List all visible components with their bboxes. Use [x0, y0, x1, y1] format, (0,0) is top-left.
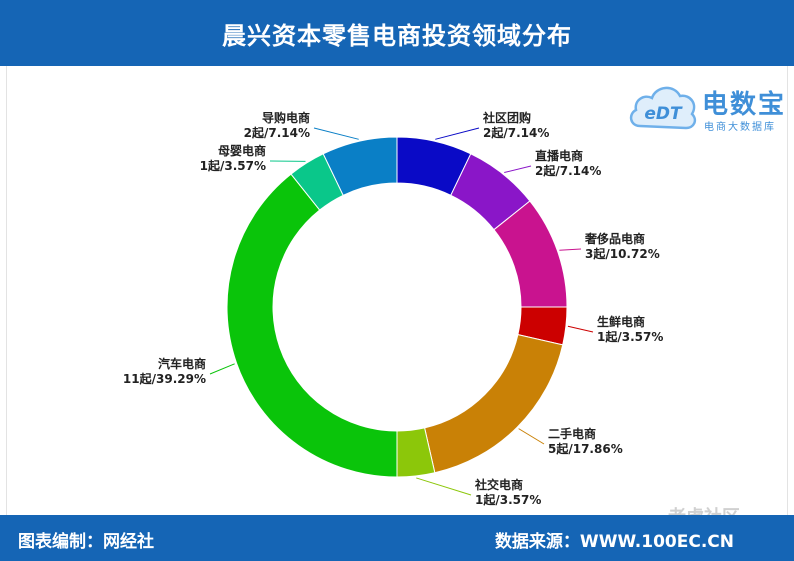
slice-value-label: 2起/7.14% [535, 163, 601, 178]
slice-name-label: 二手电商 [548, 426, 596, 441]
leader-line [559, 248, 582, 251]
leader-line [416, 477, 472, 496]
slice-value-label: 2起/7.14% [244, 125, 310, 140]
slice-name-label: 母婴电商 [218, 143, 266, 158]
slice-name-label: 汽车电商 [158, 356, 206, 371]
slice-name-label: 社交电商 [474, 477, 523, 492]
leader-line [313, 127, 359, 140]
donut-slice [423, 333, 564, 474]
donut-slice [226, 173, 398, 478]
slice-value-label: 11起/39.29% [123, 371, 206, 386]
slice-name-label: 直播电商 [535, 148, 583, 163]
cloud-logo-icon: eDT [629, 86, 697, 130]
leader-line [518, 428, 545, 445]
slice-name-label: 社区团购 [482, 110, 531, 125]
donut-slice [322, 136, 398, 196]
slice-value-label: 3起/10.72% [585, 246, 660, 261]
chart-frame [6, 66, 788, 515]
logo-mark: eDT [644, 104, 683, 124]
slice-name-label: 导购电商 [262, 110, 310, 125]
logo-subtitle: 电商大数据库 [704, 122, 776, 133]
slice-value-label: 1起/3.57% [597, 329, 663, 344]
brand-logo: eDT 电数宝 电商大数据库 [626, 76, 788, 136]
leader-line [435, 127, 480, 140]
leader-line [504, 165, 532, 174]
logo-name: 电数宝 [702, 90, 787, 120]
slice-value-label: 2起/7.14% [483, 125, 549, 140]
slice-name-label: 生鲜电商 [597, 314, 645, 329]
slice-name-label: 奢侈品电商 [584, 231, 645, 246]
leader-line [209, 363, 235, 375]
footer-credit: 图表编制：网经社 [18, 532, 154, 552]
slice-value-label: 1起/3.57% [475, 492, 541, 507]
footer-bar: 图表编制：网经社 数据来源：WWW.100EC.CN [0, 515, 794, 561]
chart-title: 晨兴资本零售电商投资领域分布 [222, 21, 572, 50]
slice-value-label: 5起/17.86% [548, 441, 623, 456]
leader-line [567, 325, 594, 333]
title-bar: 晨兴资本零售电商投资领域分布 [0, 0, 794, 66]
footer-source: 数据来源：WWW.100EC.CN [494, 532, 734, 552]
slice-value-label: 1起/3.57% [200, 158, 266, 173]
